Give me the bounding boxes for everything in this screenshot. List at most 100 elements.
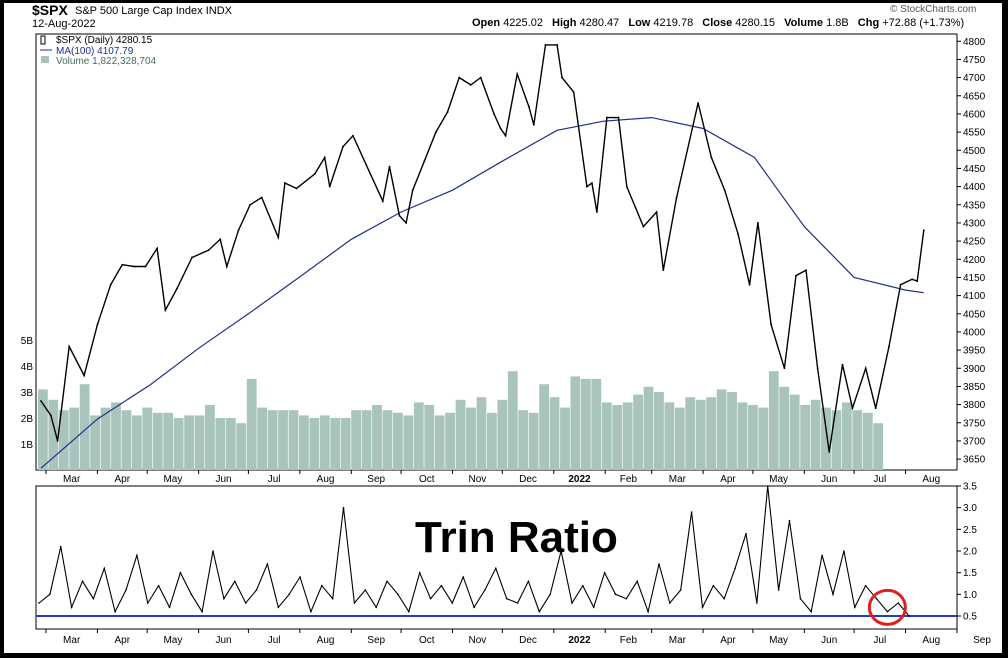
legend-ma: MA(100) 4107.79 — [56, 46, 134, 57]
trin-point — [669, 602, 671, 604]
trin-x-tick-label: Mar — [669, 635, 687, 646]
volume-bar — [768, 371, 779, 470]
price-y-tick-label: 4200 — [963, 255, 986, 266]
spx-price-point — [675, 196, 678, 199]
trin-point — [429, 597, 432, 600]
trin-point — [277, 606, 280, 609]
volume-tick-label: 1B — [21, 440, 34, 451]
spx-price-point — [109, 283, 112, 286]
spx-price-point — [352, 134, 354, 137]
price-x-tick-label: Apr — [720, 474, 736, 485]
trin-x-tick-label: Dec — [519, 635, 537, 646]
price-y-tick-label: 3950 — [963, 346, 986, 357]
spx-price-point — [874, 407, 877, 410]
spx-price-point — [277, 236, 280, 239]
price-y-tick-label: 4100 — [963, 291, 986, 302]
spx-price-point — [617, 116, 620, 119]
trin-point — [853, 606, 856, 609]
volume-bar — [361, 410, 372, 470]
spx-price-point — [446, 111, 449, 114]
spx-price-point — [328, 185, 331, 188]
volume-bar — [340, 418, 351, 470]
close-label: Close — [702, 17, 733, 29]
trin-panel — [35, 485, 958, 630]
spx-price-point — [723, 189, 726, 192]
volume-bar — [215, 418, 226, 470]
trin-point — [201, 610, 203, 613]
spx-price-point — [770, 323, 773, 326]
volume-bar — [831, 410, 842, 470]
spx-price-point — [284, 182, 286, 184]
volume-bar — [152, 412, 163, 470]
spx-price-point — [544, 44, 547, 46]
volume-bars — [38, 371, 884, 470]
spx-price-point — [191, 256, 193, 259]
trin-title: Trin Ratio — [415, 513, 618, 562]
spx-price-point — [68, 345, 71, 348]
volume-bar — [403, 415, 414, 470]
spx-price-point — [458, 76, 461, 79]
price-x-tick-label: Apr — [115, 474, 131, 485]
trin-point — [299, 576, 301, 578]
price-x-tick-label: Mar — [63, 474, 81, 485]
spx-price-point — [398, 214, 401, 217]
spx-price-point — [642, 225, 645, 228]
spx-price-point — [469, 83, 472, 86]
price-y-tick-label: 4350 — [963, 200, 986, 211]
spx-price-point — [411, 189, 414, 192]
spx-price-point — [795, 274, 797, 277]
trin-x-tick-label: Nov — [469, 635, 487, 646]
price-x-tick-label: Dec — [519, 474, 537, 485]
spx-price-point — [381, 200, 384, 203]
price-y-tick-label: 4400 — [963, 182, 986, 193]
volume-bar — [497, 399, 508, 470]
trin-point — [647, 610, 649, 613]
volume-bar — [173, 418, 184, 470]
trin-point — [375, 606, 377, 609]
spx-price-point — [737, 232, 739, 235]
trin-x-tick-label: Apr — [720, 635, 736, 646]
volume-bar — [695, 399, 706, 470]
trin-point — [886, 610, 889, 613]
volume-bar — [424, 405, 435, 470]
price-x-tick-label: Jun — [821, 474, 837, 485]
price-x-tick-label: Aug — [922, 474, 940, 485]
trin-y-tick-label: 1.0 — [963, 590, 977, 601]
trin-series: 0.5 1.0 1.5 2.0 2.5 3.0 3.5 Mar Apr May Jun Jul Aug S… — [36, 482, 991, 646]
volume-bar — [466, 407, 476, 470]
spx-price-point — [864, 367, 867, 370]
trin-point — [603, 571, 606, 574]
volume-bar — [570, 376, 581, 470]
spx-price-point — [133, 265, 135, 268]
volume-bar — [758, 407, 769, 470]
low-label: Low — [628, 17, 651, 29]
trin-point — [756, 602, 758, 604]
spx-price-point — [365, 163, 368, 166]
trin-x-tick-label: May — [163, 635, 182, 646]
trin-point — [908, 615, 910, 617]
price-x-tick-label: May — [163, 474, 182, 485]
trin-point — [484, 589, 486, 591]
volume-bar — [486, 412, 497, 470]
legend-volume: Volume 1,822,328,704 — [56, 56, 157, 67]
volume-bar — [79, 384, 90, 470]
chart-date: 12-Aug-2022 — [32, 18, 96, 30]
trin-y-tick-label: 2.0 — [963, 547, 977, 558]
spx-price-point — [156, 247, 159, 250]
volume-bar — [800, 405, 811, 470]
price-x-tick-label: Oct — [419, 474, 435, 485]
trin-point — [310, 610, 312, 613]
price-x-tick-label: Aug — [317, 474, 335, 485]
spx-price-point — [50, 414, 52, 417]
trin-point — [331, 597, 334, 600]
trin-point — [179, 571, 182, 574]
volume-bar — [351, 410, 362, 470]
trin-x-tick-label: Jul — [873, 635, 886, 646]
trin-x-tick-label: Aug — [317, 635, 335, 646]
price-y-tick-label: 4550 — [963, 128, 986, 139]
trin-point — [527, 580, 530, 583]
volume-label: Volume — [784, 17, 824, 29]
ma-100-line — [40, 116, 924, 469]
trin-point — [821, 554, 823, 557]
trin-x-tick-label: Mar — [63, 635, 81, 646]
